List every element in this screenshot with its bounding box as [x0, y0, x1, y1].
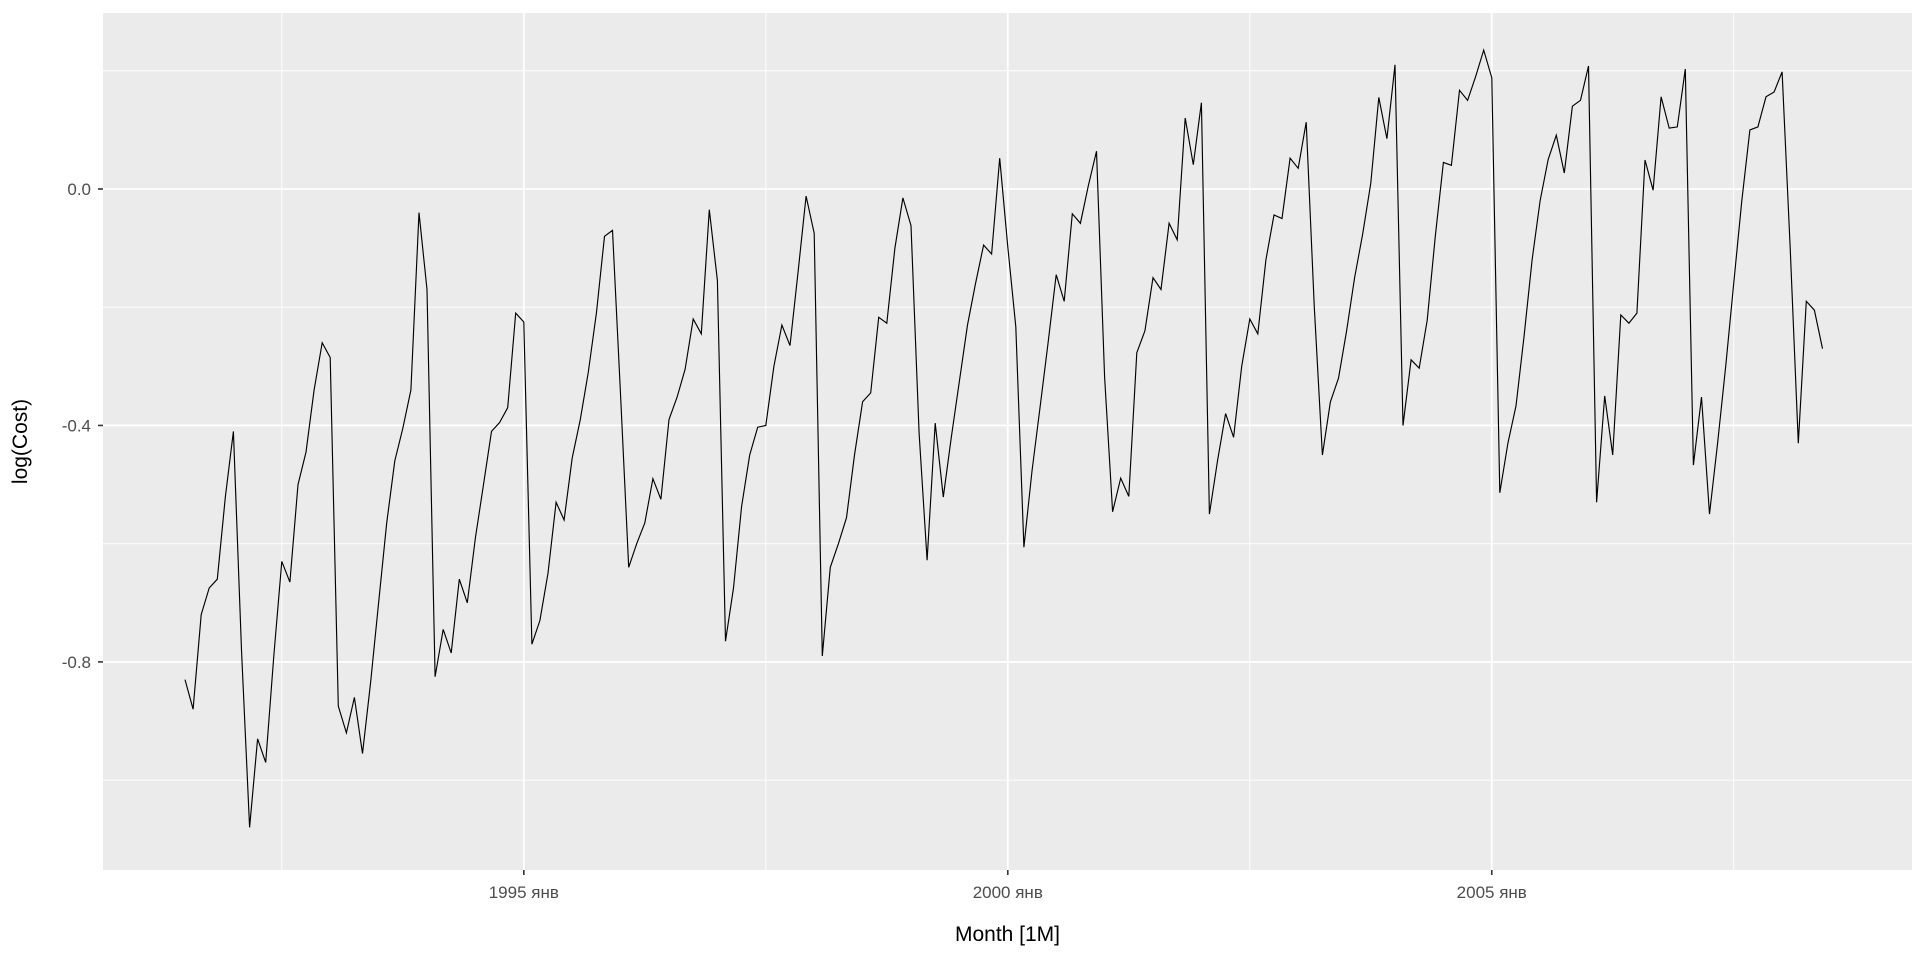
axis-tick-labels: 0.0 -0.4 -0.8 1995 янв 2000 янв 2005 янв	[62, 180, 1527, 902]
y-axis-title: log(Cost)	[9, 399, 32, 484]
x-tick-label: 2005 янв	[1457, 883, 1527, 902]
axis-tick-marks	[98, 188, 1493, 875]
gridlines-major	[103, 13, 1912, 870]
x-tick-label: 1995 янв	[489, 883, 559, 902]
y-tick-label: 0.0	[67, 180, 91, 199]
y-tick-label: -0.4	[62, 416, 91, 435]
x-tick-label: 2000 янв	[973, 883, 1043, 902]
x-axis-title: Month [1M]	[955, 923, 1060, 946]
y-tick-label: -0.8	[62, 653, 91, 672]
series-line	[184, 48, 1824, 828]
